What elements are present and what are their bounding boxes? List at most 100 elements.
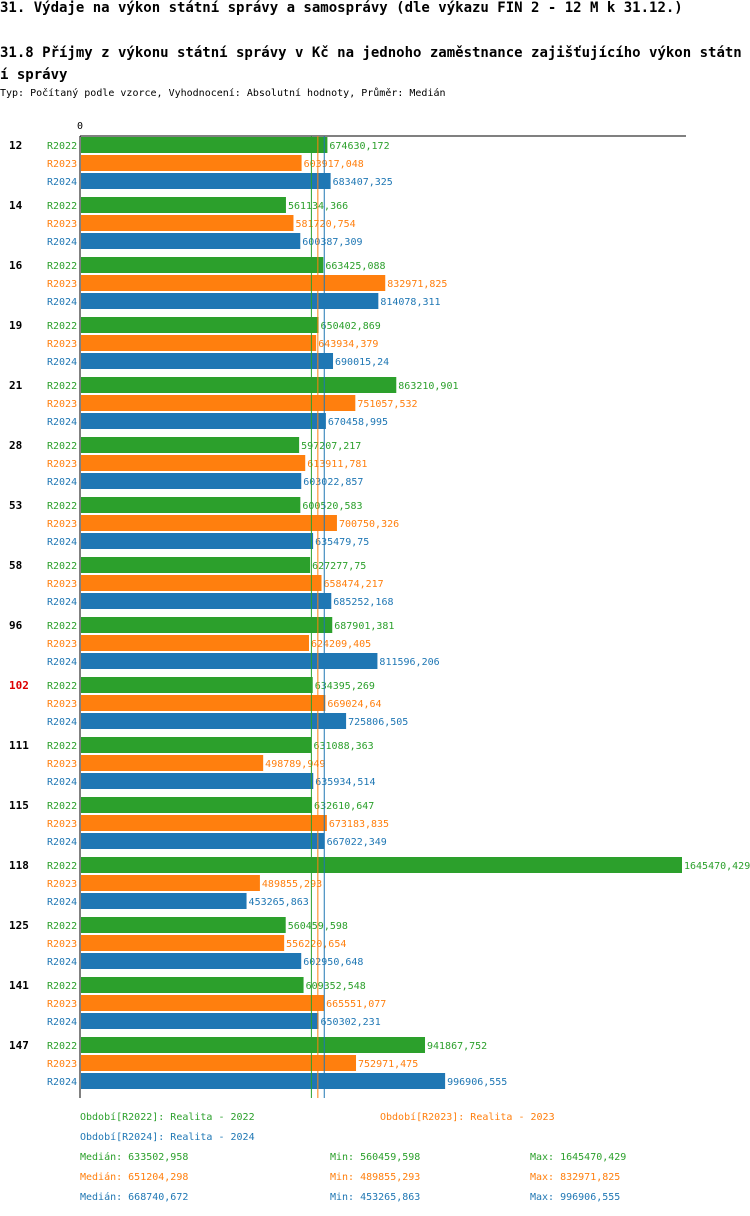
category-label-115: 115 [9,799,29,812]
series-label: R2022 [47,321,77,332]
stat-min-r2024: Min: 453265,863 [330,1192,421,1203]
value-label: 635479,75 [315,537,369,548]
value-label: 600520,583 [302,501,362,512]
series-label: R2023 [47,279,77,290]
bar-28-R2023 [81,455,306,471]
value-label: 453265,863 [249,897,309,908]
chart-subtitle: 31.8 Příjmy z výkonu státní správy v Kč … [0,45,742,83]
value-label: 751057,532 [357,399,417,410]
bar-96-R2024 [81,653,378,669]
bar-147-R2024 [81,1073,446,1089]
category-label-147: 147 [9,1039,29,1052]
bar-19-R2023 [81,335,317,351]
value-label: 498789,949 [265,759,325,770]
category-label-58: 58 [9,559,22,572]
value-label: 811596,206 [379,657,439,668]
category-label-19: 19 [9,319,22,332]
series-label: R2024 [47,537,77,548]
series-label: R2023 [47,159,77,170]
category-label-96: 96 [9,619,23,632]
bar-147-R2023 [81,1055,357,1071]
value-label: 613911,781 [307,459,367,470]
category-label-141: 141 [9,979,29,992]
value-label: 1645470,429 [684,861,750,872]
value-label: 609352,548 [306,981,366,992]
value-label: 669024,64 [327,699,381,710]
bar-115-R2023 [81,815,327,831]
series-label: R2022 [47,741,77,752]
series-label: R2023 [47,399,77,410]
bar-102-R2024 [81,713,347,729]
stat-max-r2022: Max: 1645470,429 [530,1152,627,1163]
value-label: 603917,048 [304,159,364,170]
category-label-12: 12 [9,139,22,152]
value-label: 603022,857 [303,477,363,488]
value-label: 632610,647 [314,801,374,812]
legend-period-r2024: Období[R2024]: Realita - 2024 [80,1132,255,1143]
category-label-21: 21 [9,379,23,392]
bar-16-R2022 [81,257,324,273]
bar-118-R2024 [81,893,247,909]
series-label: R2022 [47,141,77,152]
value-label: 673183,835 [329,819,389,830]
bar-118-R2023 [81,875,260,891]
stat-median-r2022: Medián: 633502,958 [80,1152,189,1163]
bar-96-R2023 [81,635,309,651]
value-label: 631088,363 [314,741,374,752]
series-label: R2022 [47,441,77,452]
value-label: 650302,231 [321,1017,381,1028]
value-label: 683407,325 [333,177,393,188]
series-label: R2022 [47,261,77,272]
bar-111-R2022 [81,737,312,753]
value-label: 685252,168 [333,597,393,608]
series-label: R2024 [47,1077,77,1088]
value-label: 687901,381 [334,621,394,632]
value-label: 581720,754 [295,219,355,230]
series-label: R2023 [47,819,77,830]
category-label-102: 102 [9,679,29,692]
series-label: R2023 [47,939,77,950]
series-label: R2023 [47,459,77,470]
series-label: R2022 [47,201,77,212]
bar-125-R2023 [81,935,285,951]
value-label: 650402,869 [321,321,381,332]
series-label: R2024 [47,837,77,848]
bar-102-R2023 [81,695,326,711]
value-label: 832971,825 [387,279,447,290]
series-label: R2023 [47,219,77,230]
bar-115-R2024 [81,833,325,849]
bar-58-R2022 [81,557,311,573]
value-label: 600387,309 [302,237,362,248]
series-label: R2023 [47,1059,77,1070]
bar-19-R2024 [81,353,334,369]
series-label: R2024 [47,297,77,308]
category-label-125: 125 [9,919,29,932]
bar-28-R2024 [81,473,302,489]
series-label: R2024 [47,657,77,668]
bar-14-R2024 [81,233,301,249]
series-label: R2022 [47,561,77,572]
value-label: 941867,752 [427,1041,487,1052]
value-label: 674630,172 [329,141,389,152]
value-label: 489855,293 [262,879,322,890]
value-label: 814078,311 [380,297,440,308]
series-label: R2024 [47,357,77,368]
value-label: 602950,648 [303,957,363,968]
bar-14-R2023 [81,215,294,231]
series-label: R2023 [47,699,77,710]
bar-28-R2022 [81,437,300,453]
category-label-53: 53 [9,499,22,512]
series-label: R2023 [47,759,77,770]
value-label: 670458,995 [328,417,388,428]
bar-125-R2024 [81,953,302,969]
value-label: 556220,654 [286,939,346,950]
bar-53-R2022 [81,497,301,513]
value-label: 658474,217 [324,579,384,590]
bar-21-R2023 [81,395,356,411]
series-label: R2022 [47,681,77,692]
series-label: R2024 [47,1017,77,1028]
value-label: 665551,077 [326,999,386,1010]
value-label: 627277,75 [312,561,366,572]
bar-102-R2022 [81,677,313,693]
series-label: R2022 [47,1041,77,1052]
